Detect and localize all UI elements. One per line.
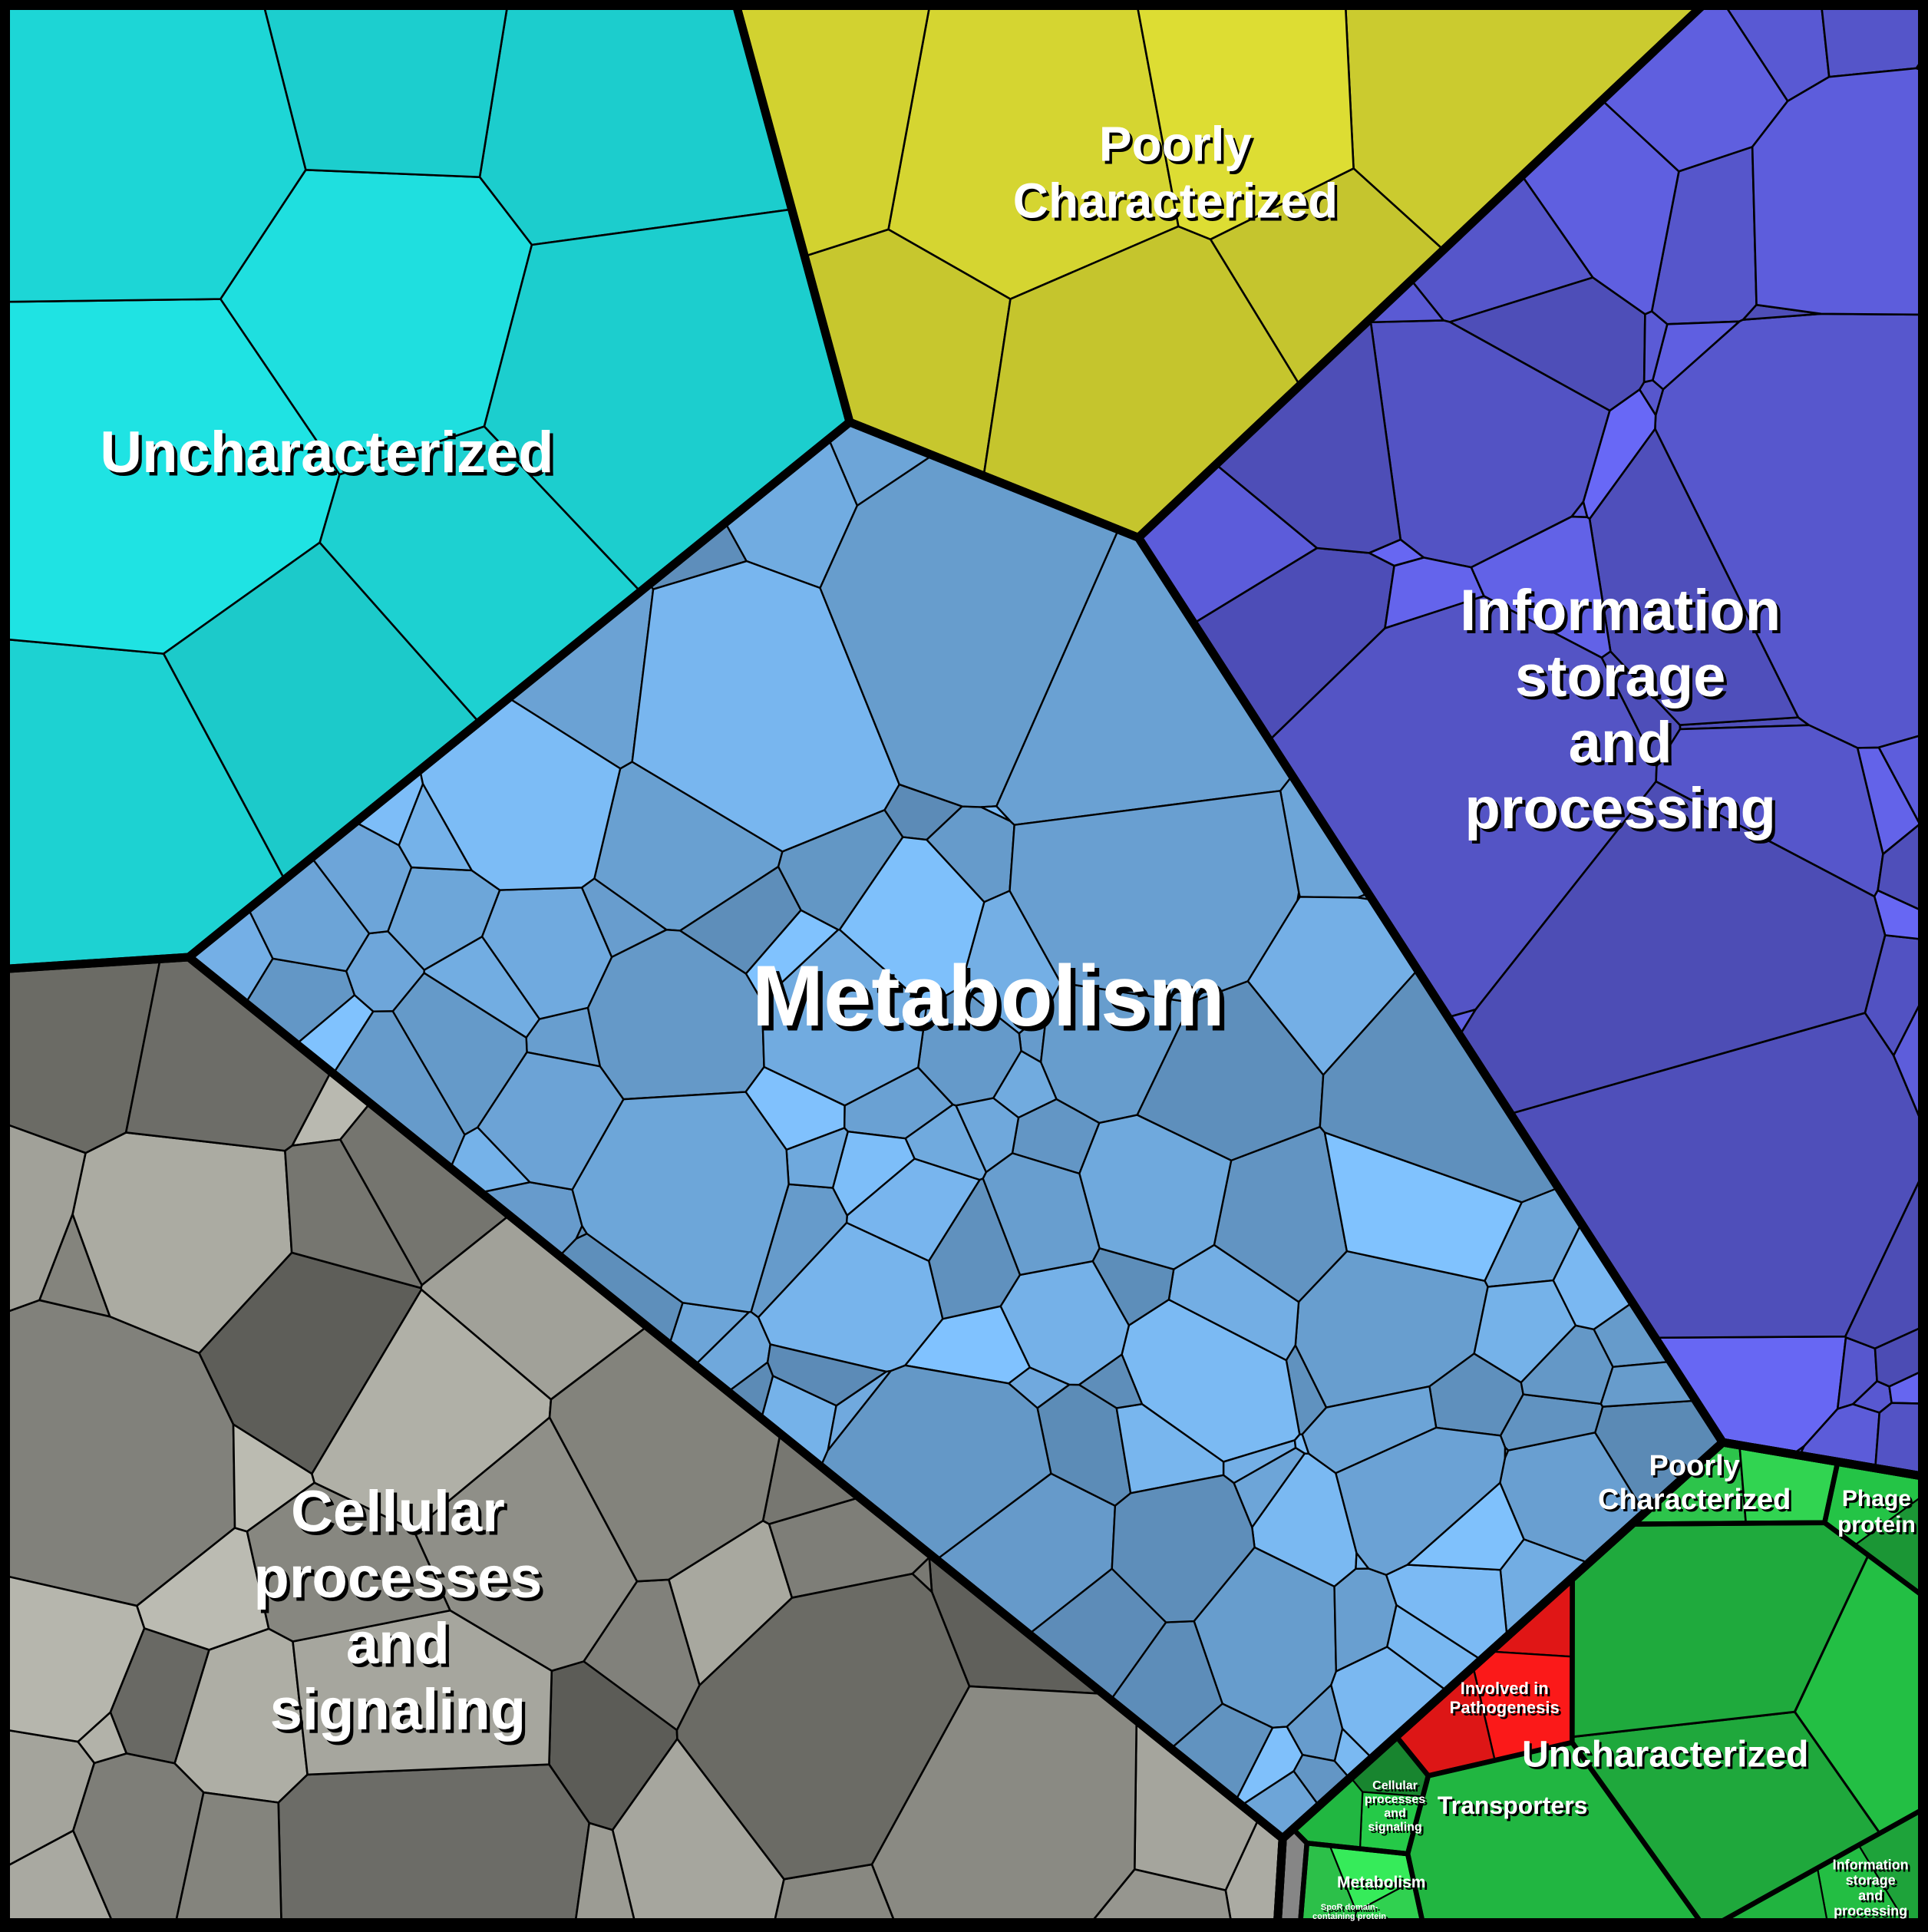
svg-text:Poorly: Poorly [1099, 117, 1253, 172]
svg-text:and: and [1384, 1807, 1405, 1820]
svg-text:Information: Information [1833, 1857, 1909, 1872]
svg-text:Uncharacterized: Uncharacterized [1522, 1734, 1808, 1775]
svg-text:Poorly: Poorly [1649, 1450, 1740, 1482]
svg-text:processes: processes [253, 1545, 542, 1610]
svg-text:processing: processing [1834, 1903, 1907, 1918]
svg-text:Phage: Phage [1842, 1486, 1911, 1511]
svg-text:Metabolism: Metabolism [1337, 1874, 1426, 1891]
svg-text:and: and [1858, 1887, 1883, 1903]
svg-text:Cellular: Cellular [1372, 1779, 1418, 1792]
svg-text:storage: storage [1515, 644, 1726, 709]
svg-text:Characterized: Characterized [1013, 173, 1338, 229]
svg-text:Involved in: Involved in [1461, 1679, 1549, 1698]
svg-text:and: and [346, 1611, 450, 1676]
svg-text:signaling: signaling [270, 1677, 527, 1742]
svg-text:processing: processing [1464, 776, 1775, 841]
svg-text:SpoR domain-: SpoR domain- [1321, 1903, 1378, 1912]
svg-text:and: and [1569, 710, 1672, 775]
svg-text:storage: storage [1846, 1872, 1896, 1887]
svg-text:containing protein: containing protein [1312, 1912, 1386, 1921]
svg-text:Transporters: Transporters [1438, 1792, 1588, 1819]
svg-text:Characterized: Characterized [1598, 1484, 1791, 1516]
svg-text:processes: processes [1365, 1793, 1425, 1806]
svg-text:Information: Information [1460, 578, 1781, 643]
svg-text:Cellular: Cellular [291, 1479, 505, 1544]
svg-text:Pathogenesis: Pathogenesis [1450, 1698, 1560, 1717]
svg-text:protein: protein [1837, 1512, 1916, 1537]
svg-text:Uncharacterized: Uncharacterized [100, 420, 553, 485]
svg-text:signaling: signaling [1368, 1821, 1421, 1834]
svg-text:Metabolism: Metabolism [752, 948, 1225, 1044]
